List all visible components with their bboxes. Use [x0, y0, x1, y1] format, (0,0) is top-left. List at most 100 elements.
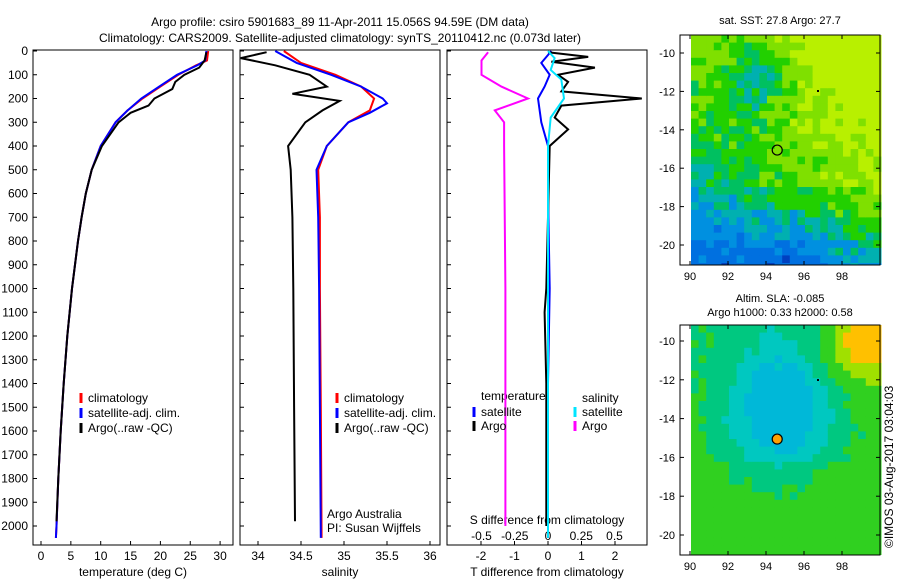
map-cell	[736, 202, 745, 211]
map-cell	[827, 50, 836, 59]
map-cell	[713, 179, 722, 188]
map-cell	[797, 225, 806, 234]
map-cell	[729, 431, 738, 440]
map-cell	[782, 65, 791, 74]
map-cell	[858, 431, 867, 440]
map-cell	[721, 431, 730, 440]
map-cell	[843, 499, 852, 508]
depth-tick-label: 400	[8, 139, 28, 153]
map-cell	[827, 141, 836, 150]
map-cell	[751, 340, 760, 349]
map-cell	[713, 332, 722, 341]
map-cell	[767, 408, 776, 417]
map-cell	[691, 347, 700, 356]
map-cell	[698, 95, 707, 104]
legend-salinity-header: salinity	[582, 391, 619, 405]
map-cell	[721, 126, 730, 135]
map-cell	[729, 141, 738, 150]
lat-tick-label: -18	[659, 491, 675, 503]
map-cell	[827, 393, 836, 402]
map-cell	[713, 65, 722, 74]
temperature-tick-label: 10	[94, 549, 108, 563]
map-cell	[706, 484, 715, 493]
map-cell	[774, 217, 783, 226]
map-cell	[850, 332, 859, 341]
sla-map-title: Altim. SLA: -0.085	[736, 293, 825, 305]
map-cell	[805, 126, 814, 135]
map-cell	[835, 530, 844, 539]
map-cell	[729, 378, 738, 387]
map-cell	[789, 232, 798, 241]
map-cell	[751, 553, 760, 555]
map-cell	[843, 355, 852, 364]
map-cell	[698, 325, 707, 334]
map-cell	[805, 325, 814, 334]
map-cell	[843, 232, 852, 241]
map-cell	[858, 202, 867, 211]
map-cell	[721, 393, 730, 402]
map-cell	[843, 35, 852, 44]
map-cell	[812, 118, 821, 127]
map-cell	[744, 179, 753, 188]
map-cell	[736, 423, 745, 432]
map-cell	[835, 149, 844, 158]
map-cell	[729, 507, 738, 516]
map-cell	[858, 240, 867, 249]
map-cell	[706, 118, 715, 127]
map-cell	[858, 88, 867, 97]
map-cell	[835, 408, 844, 417]
map-cell	[698, 340, 707, 349]
map-cell	[789, 73, 798, 82]
map-cell	[691, 469, 700, 478]
map-cell	[797, 118, 806, 127]
map-cell	[782, 88, 791, 97]
map-cell	[751, 88, 760, 97]
map-cell	[744, 247, 753, 256]
map-cell	[721, 454, 730, 463]
map-cell	[721, 446, 730, 455]
map-cell	[721, 118, 730, 127]
legend-label: satellite	[481, 405, 522, 419]
map-cell	[797, 530, 806, 539]
map-cell	[767, 332, 776, 341]
map-cell	[736, 370, 745, 379]
map-cell	[774, 378, 783, 387]
map-cell	[820, 187, 829, 196]
map-cell	[858, 171, 867, 180]
map-cell	[850, 439, 859, 448]
map-cell	[767, 355, 776, 364]
map-cell	[820, 492, 829, 501]
map-cell	[729, 401, 738, 410]
map-cell	[835, 73, 844, 82]
map-cell	[805, 209, 814, 218]
map-cell	[729, 95, 738, 104]
map-cell	[774, 263, 783, 265]
map-cell	[782, 225, 791, 234]
map-cell	[805, 446, 814, 455]
map-cell	[827, 247, 836, 256]
map-cell	[744, 385, 753, 394]
map-cell	[873, 378, 882, 387]
map-cell	[789, 126, 798, 135]
map-cell	[873, 171, 882, 180]
map-cell	[873, 461, 882, 470]
map-cell	[744, 65, 753, 74]
depth-tick-label: 900	[8, 258, 28, 272]
map-cell	[865, 340, 874, 349]
map-cell	[843, 401, 852, 410]
map-cell	[797, 95, 806, 104]
map-cell	[782, 530, 791, 539]
map-cell	[782, 50, 791, 59]
map-cell	[751, 378, 760, 387]
map-cell	[729, 454, 738, 463]
map-cell	[820, 202, 829, 211]
map-cell	[698, 537, 707, 546]
map-cell	[789, 446, 798, 455]
map-cell	[691, 179, 700, 188]
map-cell	[820, 156, 829, 165]
map-cell	[812, 156, 821, 165]
depth-tick-label: 1800	[1, 472, 28, 486]
map-cell	[713, 42, 722, 51]
map-cell	[843, 545, 852, 554]
map-cell	[812, 35, 821, 44]
